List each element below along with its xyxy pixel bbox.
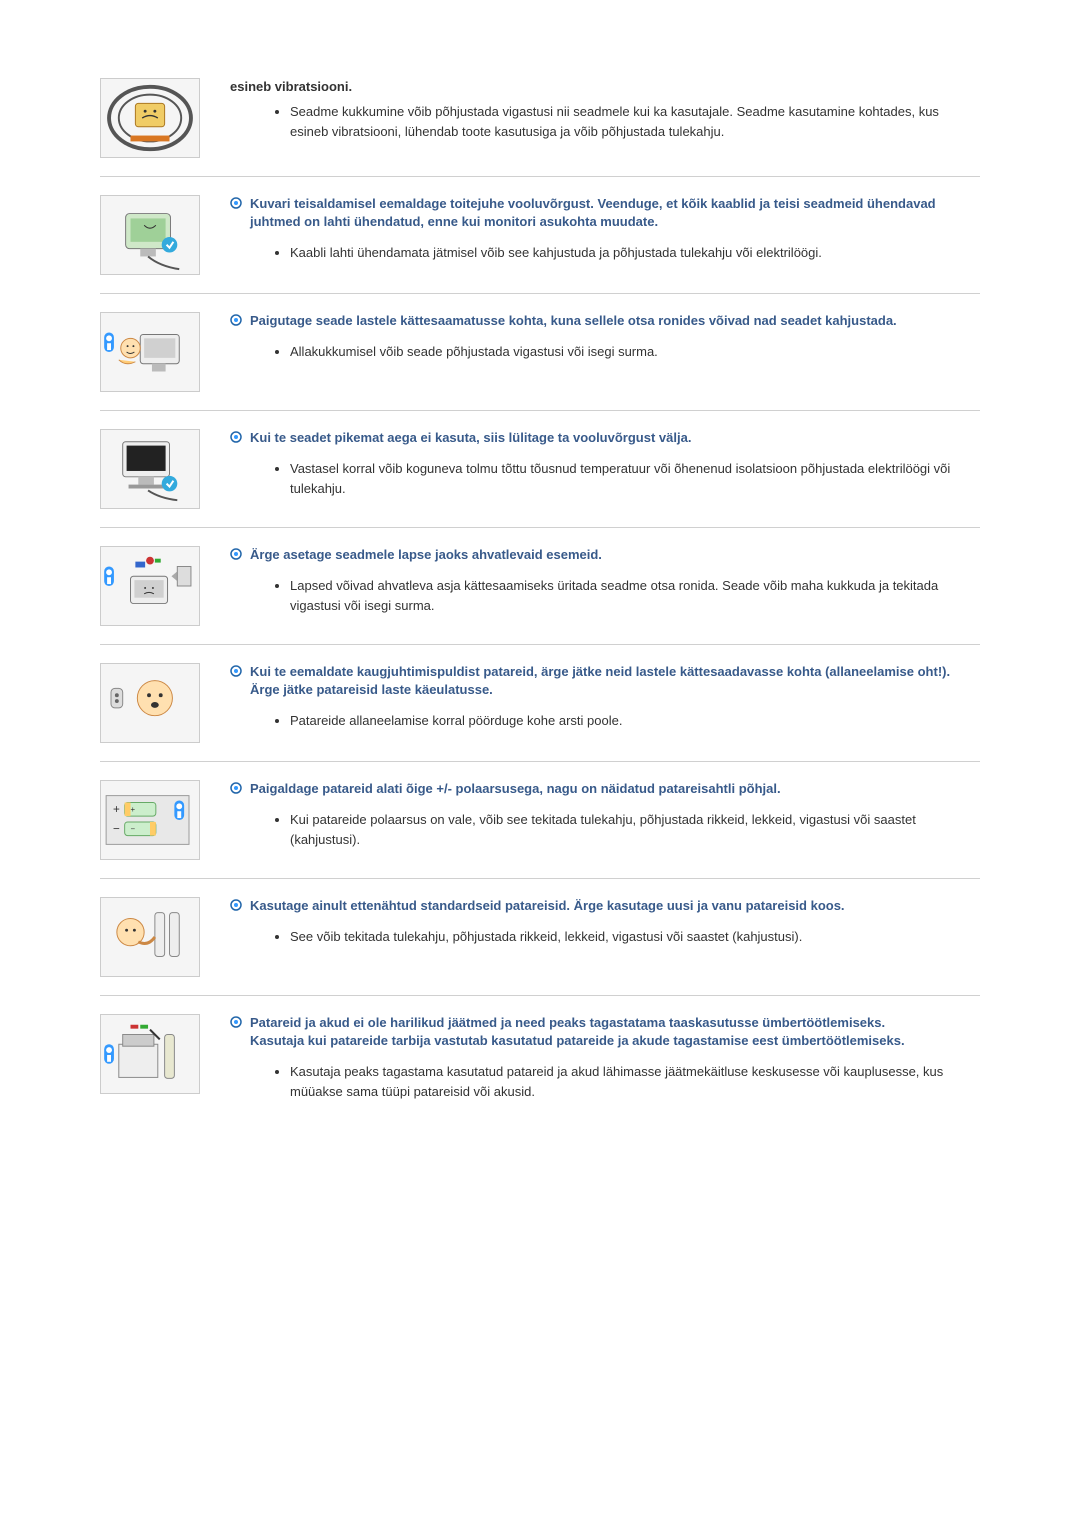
- safety-section: Paigutage seade lastele kättesaamatusse …: [100, 294, 980, 410]
- safety-section: Kui te seadet pikemat aega ei kasuta, si…: [100, 411, 980, 527]
- section-details: Vastasel korral võib koguneva tolmu tõtt…: [290, 459, 980, 498]
- safety-section: + − + − Paigaldage patareid alati õige +…: [100, 762, 980, 878]
- svg-text:−: −: [113, 823, 120, 836]
- section-content: Kuvari teisaldamisel eemaldage toitejuhe…: [230, 195, 980, 267]
- section-heading: Ärge asetage seadmele lapse jaoks ahvatl…: [250, 546, 602, 564]
- section-details: Allakukkumisel võib seade põhjustada vig…: [290, 342, 980, 362]
- section-content: esineb vibratsiooni. Seadme kukkumine võ…: [230, 78, 980, 145]
- section-thumbnail: [100, 195, 200, 275]
- info-icon: [230, 899, 242, 911]
- section-content: Kui te eemaldate kaugjuhtimispuldist pat…: [230, 663, 980, 735]
- detail-item: Kaabli lahti ühendamata jätmisel võib se…: [290, 243, 980, 263]
- section-thumbnail: [100, 312, 200, 392]
- section-heading: Patareid ja akud ei ole harilikud jäätme…: [250, 1014, 905, 1050]
- info-icon: [230, 431, 242, 443]
- section-thumbnail: [100, 663, 200, 743]
- info-icon: [230, 548, 242, 560]
- detail-item: Kui patareide polaarsus on vale, võib se…: [290, 810, 980, 849]
- section-thumbnail: [100, 546, 200, 626]
- section-content: Paigaldage patareid alati õige +/- polaa…: [230, 780, 980, 853]
- section-thumbnail: [100, 1014, 200, 1094]
- section-thumbnail: [100, 429, 200, 509]
- svg-text:−: −: [131, 825, 136, 834]
- section-content: Patareid ja akud ei ole harilikud jäätme…: [230, 1014, 980, 1105]
- section-heading: Kasutage ainult ettenähtud standardseid …: [250, 897, 845, 915]
- info-icon: [230, 665, 242, 677]
- section-heading-continuation: esineb vibratsiooni.: [230, 78, 980, 96]
- section-heading: Kui te seadet pikemat aega ei kasuta, si…: [250, 429, 691, 447]
- section-heading: Kuvari teisaldamisel eemaldage toitejuhe…: [250, 195, 980, 231]
- section-content: Ärge asetage seadmele lapse jaoks ahvatl…: [230, 546, 980, 619]
- detail-item: Allakukkumisel võib seade põhjustada vig…: [290, 342, 980, 362]
- safety-section: Ärge asetage seadmele lapse jaoks ahvatl…: [100, 528, 980, 644]
- safety-section: esineb vibratsiooni. Seadme kukkumine võ…: [100, 60, 980, 176]
- safety-section: Kui te eemaldate kaugjuhtimispuldist pat…: [100, 645, 980, 761]
- detail-item: Patareide allaneelamise korral pöörduge …: [290, 711, 980, 731]
- section-details: Seadme kukkumine võib põhjustada vigastu…: [290, 102, 980, 141]
- svg-text:+: +: [113, 803, 120, 816]
- detail-item: Vastasel korral võib koguneva tolmu tõtt…: [290, 459, 980, 498]
- info-icon: [230, 197, 242, 209]
- section-heading: Paigaldage patareid alati õige +/- polaa…: [250, 780, 781, 798]
- safety-section: Patareid ja akud ei ole harilikud jäätme…: [100, 996, 980, 1123]
- safety-section: Kasutage ainult ettenähtud standardseid …: [100, 879, 980, 995]
- section-details: Kaabli lahti ühendamata jätmisel võib se…: [290, 243, 980, 263]
- section-content: Kasutage ainult ettenähtud standardseid …: [230, 897, 980, 951]
- section-heading: Kui te eemaldate kaugjuhtimispuldist pat…: [250, 663, 980, 699]
- section-details: Patareide allaneelamise korral pöörduge …: [290, 711, 980, 731]
- detail-item: Seadme kukkumine võib põhjustada vigastu…: [290, 102, 980, 141]
- detail-item: See võib tekitada tulekahju, põhjustada …: [290, 927, 980, 947]
- section-details: Kui patareide polaarsus on vale, võib se…: [290, 810, 980, 849]
- svg-text:+: +: [131, 805, 136, 814]
- detail-item: Lapsed võivad ahvatleva asja kättesaamis…: [290, 576, 980, 615]
- detail-item: Kasutaja peaks tagastama kasutatud patar…: [290, 1062, 980, 1101]
- info-icon: [230, 782, 242, 794]
- info-icon: [230, 314, 242, 326]
- section-heading: Paigutage seade lastele kättesaamatusse …: [250, 312, 897, 330]
- section-thumbnail: + − + −: [100, 780, 200, 860]
- section-thumbnail: [100, 897, 200, 977]
- section-details: Kasutaja peaks tagastama kasutatud patar…: [290, 1062, 980, 1101]
- section-content: Paigutage seade lastele kättesaamatusse …: [230, 312, 980, 366]
- section-content: Kui te seadet pikemat aega ei kasuta, si…: [230, 429, 980, 502]
- section-thumbnail: [100, 78, 200, 158]
- section-details: Lapsed võivad ahvatleva asja kättesaamis…: [290, 576, 980, 615]
- info-icon: [230, 1016, 242, 1028]
- section-details: See võib tekitada tulekahju, põhjustada …: [290, 927, 980, 947]
- safety-section: Kuvari teisaldamisel eemaldage toitejuhe…: [100, 177, 980, 293]
